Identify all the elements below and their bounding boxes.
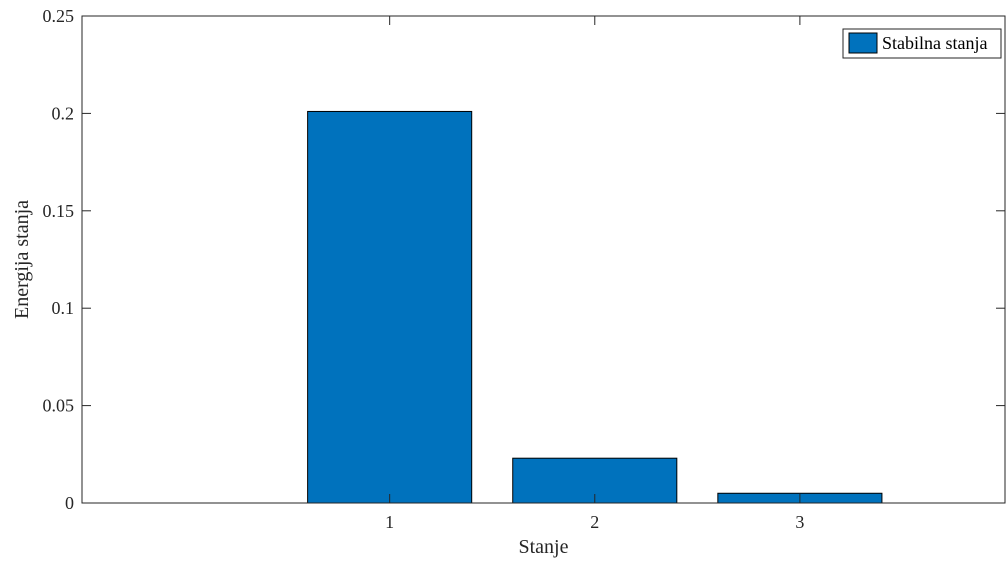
bar-1 xyxy=(307,110,473,504)
legend[interactable]: Stabilna stanja xyxy=(842,28,1002,59)
legend-swatch xyxy=(848,32,878,54)
x-axis-label: Stanje xyxy=(519,536,569,558)
plot-area-frame xyxy=(81,15,1006,504)
y-tick-label: 0.1 xyxy=(52,298,75,318)
legend-entry-label: Stabilna stanja xyxy=(882,33,987,53)
bars-group xyxy=(307,110,883,504)
y-tick-label: 0.15 xyxy=(43,201,75,221)
y-tick-label: 0.05 xyxy=(43,396,75,416)
y-tick-label: 0 xyxy=(65,493,74,513)
y-axis: 0 0.05 0.1 0.15 0.2 0.25 xyxy=(43,6,1005,513)
x-axis: 1 2 3 xyxy=(385,16,804,532)
y-tick-label: 0.25 xyxy=(43,6,75,26)
y-axis-label: Energija stanja xyxy=(11,200,33,319)
x-tick-label: 1 xyxy=(385,512,394,532)
x-tick-label: 3 xyxy=(795,512,804,532)
x-tick-label: 2 xyxy=(590,512,599,532)
y-tick-label: 0.2 xyxy=(52,103,75,123)
